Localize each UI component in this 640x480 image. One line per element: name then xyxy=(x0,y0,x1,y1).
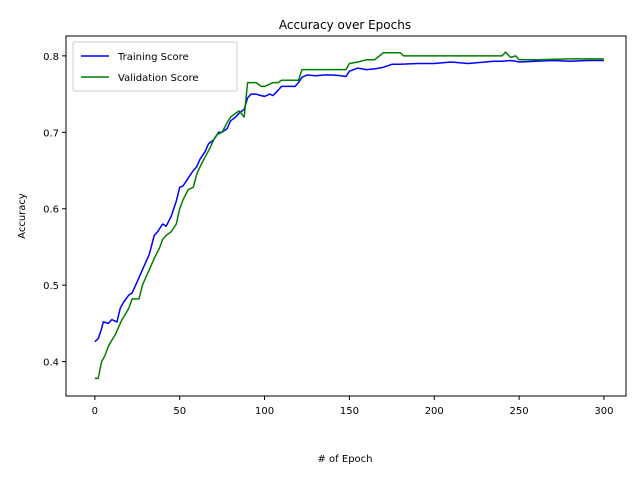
x-tick-label: 150 xyxy=(340,406,359,417)
x-axis-label: # of Epoch xyxy=(318,454,373,465)
x-axis-ticks: 0 50 100 150 200 250 300 xyxy=(92,396,613,417)
x-tick-label: 250 xyxy=(510,406,529,417)
chart-title: Accuracy over Epochs xyxy=(279,18,411,32)
y-tick-label: 0.8 xyxy=(43,52,59,63)
y-axis-ticks: 0.4 0.5 0.6 0.7 0.8 xyxy=(43,52,66,369)
series-line-validation-score xyxy=(94,51,604,380)
x-tick-label: 50 xyxy=(173,406,186,417)
x-tick-label: 0 xyxy=(92,406,98,417)
legend-box xyxy=(72,41,238,92)
x-tick-label: 100 xyxy=(255,406,274,417)
y-axis-label: Accuracy xyxy=(17,193,28,239)
x-tick-label: 200 xyxy=(425,406,444,417)
plot-lines xyxy=(94,51,604,380)
legend-label-validation: Validation Score xyxy=(118,73,199,84)
y-tick-label: 0.7 xyxy=(43,128,59,139)
x-tick-label: 300 xyxy=(594,406,613,417)
plot-frame xyxy=(65,35,627,397)
series-line-training-score xyxy=(94,59,604,343)
y-tick-label: 0.5 xyxy=(43,281,59,292)
legend-label-training: Training Score xyxy=(117,52,189,63)
y-tick-label: 0.4 xyxy=(43,358,59,369)
legend: Training Score Validation Score xyxy=(72,41,238,92)
y-tick-label: 0.6 xyxy=(43,205,59,216)
